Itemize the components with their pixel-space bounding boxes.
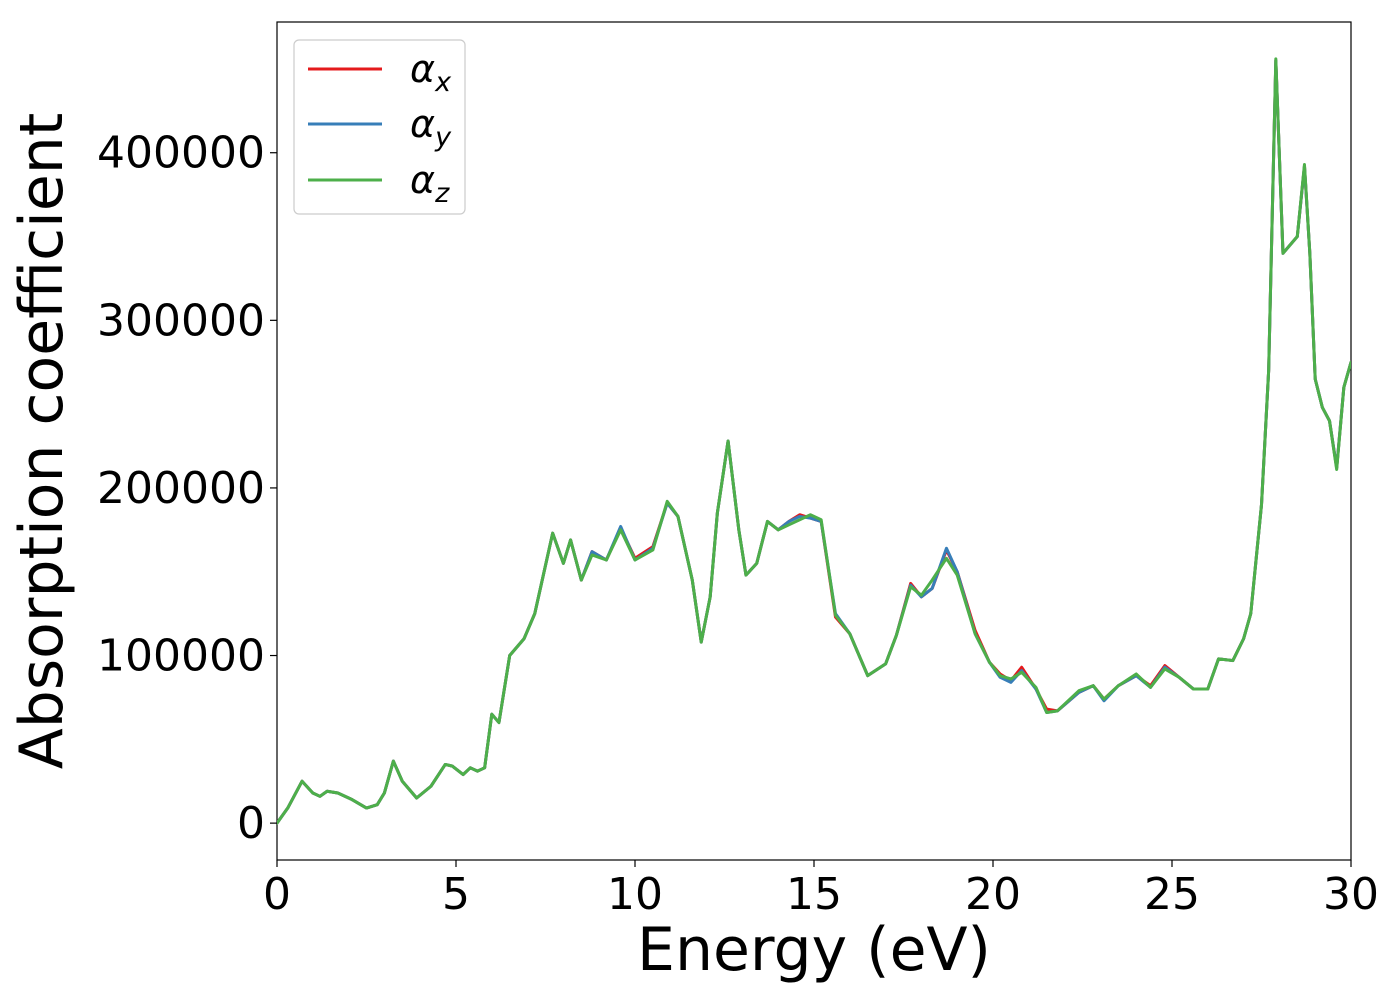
- x-tick-label: 25: [1144, 869, 1200, 920]
- y-axis: 0 100000 200000 300000 400000: [97, 128, 277, 849]
- y-axis-label: Absorption coefficient: [7, 113, 77, 770]
- legend-label: αz: [410, 158, 450, 209]
- legend-label: αy: [410, 102, 452, 153]
- legend-label-subscript: z: [434, 178, 450, 209]
- series-layer: [277, 57, 1351, 825]
- legend-label-base: α: [410, 158, 435, 202]
- x-tick-label: 30: [1323, 869, 1379, 920]
- legend-label-subscript: x: [434, 67, 452, 98]
- y-tick-label: 200000: [97, 463, 265, 514]
- x-tick-label: 15: [786, 869, 842, 920]
- x-tick-label: 0: [263, 869, 291, 920]
- y-tick-label: 0: [237, 798, 265, 849]
- y-tick-label: 100000: [97, 631, 265, 682]
- x-tick-label: 20: [965, 869, 1021, 920]
- legend-label-base: α: [410, 102, 435, 146]
- x-axis: 0 5 10 15 20 25 30: [263, 860, 1379, 920]
- x-tick-label: 5: [442, 869, 470, 920]
- series-line-3: [277, 57, 1351, 825]
- legend-label: αx: [410, 47, 452, 98]
- y-tick-label: 400000: [97, 128, 265, 179]
- legend-label-base: α: [410, 47, 435, 91]
- y-tick-label: 300000: [97, 295, 265, 346]
- x-tick-label: 10: [607, 869, 663, 920]
- legend-label-subscript: y: [434, 122, 452, 153]
- x-axis-label: Energy (eV): [637, 915, 991, 985]
- legend-box: [293, 39, 466, 215]
